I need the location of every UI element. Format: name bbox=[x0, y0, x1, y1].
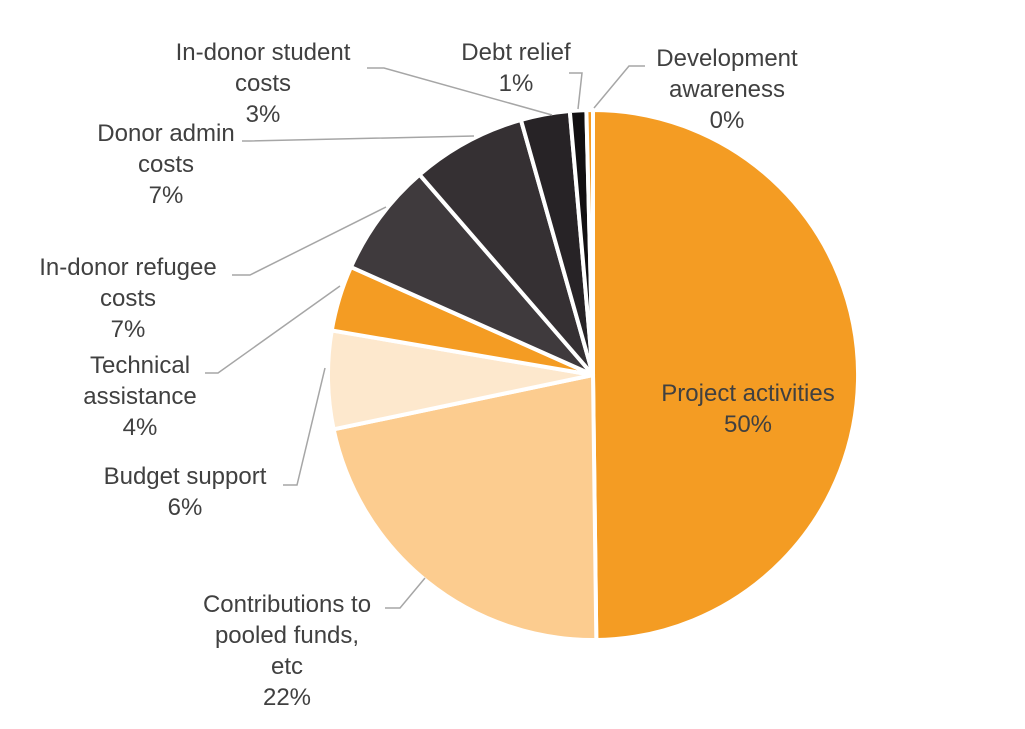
slice-label-line: Development bbox=[656, 45, 798, 72]
slice-label-line: Donor admin bbox=[97, 120, 234, 147]
slice-label-contributions-to-pooled-funds-etc: Contributions to pooled funds, etc 22% bbox=[203, 591, 371, 711]
slice-label-line: In-donor refugee bbox=[39, 254, 216, 281]
pie-slice-project-activities bbox=[591, 108, 861, 642]
slice-percent: 1% bbox=[499, 70, 534, 97]
leader-line-in-donor-student-costs bbox=[367, 67, 553, 116]
slice-label-line: Debt relief bbox=[461, 39, 571, 66]
leader-line-technical-assistance bbox=[205, 285, 341, 374]
pie-slice-donor-admin-costs bbox=[417, 117, 595, 377]
slice-percent: 50% bbox=[724, 411, 772, 438]
pie-slice-in-donor-refugee-costs bbox=[348, 172, 595, 377]
slice-label-budget-support: Budget support 6% bbox=[104, 463, 267, 521]
slice-label-line: Project activities bbox=[661, 380, 834, 407]
slice-percent: 3% bbox=[246, 101, 281, 128]
slice-label-line: Contributions to bbox=[203, 591, 371, 618]
slice-percent: 4% bbox=[123, 414, 158, 441]
pie-slice-contributions-to-pooled-funds-etc bbox=[331, 373, 599, 642]
leader-line-debt-relief bbox=[569, 72, 583, 110]
leader-line-donor-admin-costs bbox=[242, 135, 475, 142]
slice-percent: 6% bbox=[168, 494, 203, 521]
slice-percent: 0% bbox=[710, 107, 745, 134]
slice-percent: 7% bbox=[111, 316, 146, 343]
slice-label-development-awareness: Development awareness 0% bbox=[656, 45, 798, 134]
slice-label-in-donor-student-costs: In-donor student costs 3% bbox=[176, 39, 351, 128]
leader-line-in-donor-refugee-costs bbox=[232, 206, 387, 276]
leader-line-contributions-to-pooled-funds-etc bbox=[385, 577, 426, 609]
slice-label-line: Budget support bbox=[104, 463, 267, 490]
slice-percent: 22% bbox=[263, 684, 311, 711]
slice-labels: Project activities 50% Contributions to poo… bbox=[39, 39, 834, 711]
slice-label-line: assistance bbox=[83, 383, 196, 410]
slice-label-line: costs bbox=[138, 151, 194, 178]
slice-label-line: costs bbox=[100, 285, 156, 312]
leader-line-development-awareness bbox=[593, 65, 645, 109]
slice-label-line: Technical bbox=[90, 352, 190, 379]
slice-label-debt-relief: Debt relief 1% bbox=[461, 39, 571, 97]
slice-label-line: pooled funds, bbox=[215, 622, 359, 649]
leader-lines bbox=[205, 65, 645, 609]
slice-label-line: costs bbox=[235, 70, 291, 97]
slice-percent: 7% bbox=[149, 182, 184, 209]
slice-label-line: etc bbox=[271, 653, 303, 680]
pie-slices bbox=[326, 107, 861, 642]
pie-slice-development-awareness bbox=[584, 107, 595, 377]
leader-line-budget-support bbox=[283, 367, 326, 486]
slice-label-in-donor-refugee-costs: In-donor refugee costs 7% bbox=[39, 254, 216, 343]
slice-label-project-activities: Project activities 50% bbox=[661, 380, 834, 438]
slice-label-technical-assistance: Technical assistance 4% bbox=[83, 352, 196, 441]
slice-label-line: In-donor student bbox=[176, 39, 351, 66]
slice-label-donor-admin-costs: Donor admin costs 7% bbox=[97, 120, 234, 209]
slice-label-line: awareness bbox=[669, 76, 785, 103]
